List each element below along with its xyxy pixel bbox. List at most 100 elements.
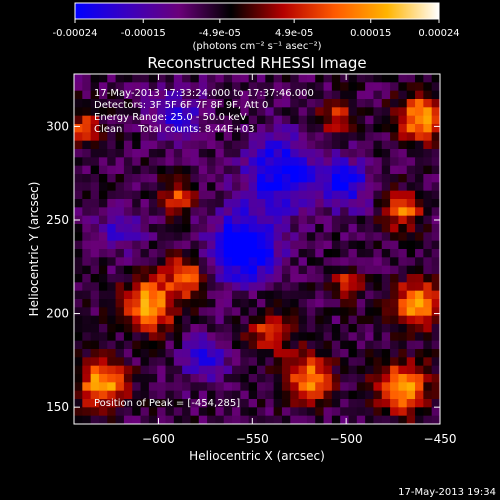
heatmap-cell (115, 115, 125, 125)
heatmap-cell (423, 299, 433, 308)
heatmap-cell (248, 374, 258, 383)
heatmap-cell (331, 240, 341, 250)
heatmap-cell (373, 307, 383, 317)
heatmap-cell (240, 340, 250, 350)
heatmap-cell (348, 82, 358, 92)
heatmap-cell (415, 140, 424, 150)
heatmap-cell (373, 174, 383, 183)
heatmap-cell (406, 124, 416, 133)
heatmap-cell (123, 265, 133, 275)
heatmap-cell (98, 307, 108, 317)
heatmap-cell (415, 399, 424, 408)
heatmap-cell (90, 190, 100, 200)
heatmap-cell (398, 132, 408, 142)
heatmap-cell (215, 165, 225, 175)
heatmap-cell (107, 232, 116, 242)
heatmap-cell (182, 265, 191, 275)
heatmap-cell (165, 249, 175, 258)
heatmap-cell (82, 140, 92, 150)
heatmap-cell (315, 399, 324, 408)
heatmap-cell (373, 282, 383, 292)
heatmap-cell (415, 82, 424, 92)
heatmap-cell (406, 407, 416, 417)
heatmap-cell (265, 299, 275, 308)
heatmap-cell (132, 224, 141, 233)
heatmap-cell (115, 257, 125, 267)
heatmap-cell (207, 390, 216, 400)
heatmap-cell (398, 124, 408, 133)
heatmap-cell (323, 332, 333, 342)
heatmap-cell (107, 374, 116, 383)
heatmap-cell (331, 224, 341, 233)
heatmap-cell (173, 274, 183, 283)
heatmap-cell (406, 82, 416, 92)
heatmap-cell (165, 315, 175, 325)
heatmap-cell (107, 324, 116, 333)
heatmap-cell (173, 374, 183, 383)
heatmap-cell (223, 265, 233, 275)
heatmap-cell (148, 115, 158, 125)
heatmap-cell (82, 282, 92, 292)
heatmap-cell (165, 207, 175, 217)
heatmap-cell (148, 399, 158, 408)
heatmap-cell (423, 199, 433, 208)
heatmap-cell (223, 315, 233, 325)
heatmap-cell (381, 399, 391, 408)
heatmap-cell (223, 149, 233, 158)
heatmap-cell (356, 290, 366, 300)
heatmap-cell (140, 74, 150, 83)
heatmap-cell (323, 357, 333, 367)
heatmap-cell (165, 415, 175, 425)
heatmap-cell (140, 190, 150, 200)
heatmap-cell (423, 257, 433, 267)
heatmap-cell (290, 315, 299, 325)
heatmap-cell (132, 140, 141, 150)
heatmap-cell (373, 115, 383, 125)
heatmap-cell (107, 349, 116, 358)
heatmap-cell (340, 190, 349, 200)
heatmap-cell (406, 174, 416, 183)
heatmap-cell (232, 190, 241, 200)
heatmap-cell (306, 157, 316, 167)
footer-timestamp: 17-May-2013 19:34 (398, 487, 496, 498)
heatmap-cell (290, 257, 299, 267)
heatmap-cell (190, 265, 200, 275)
heatmap-cell (281, 199, 291, 208)
heatmap-cell (415, 249, 424, 258)
heatmap-cell (340, 182, 349, 192)
heatmap-cell (74, 315, 83, 325)
heatmap-cell (207, 224, 216, 233)
heatmap-cell (315, 282, 324, 292)
heatmap-cell (406, 157, 416, 167)
heatmap-cell (257, 332, 266, 342)
heatmap-cell (123, 190, 133, 200)
heatmap-cell (257, 107, 266, 117)
heatmap-cell (223, 82, 233, 92)
heatmap-cell (107, 157, 116, 167)
heatmap-cell (390, 199, 399, 208)
heatmap-cell (248, 99, 258, 108)
heatmap-cell (356, 357, 366, 367)
heatmap-cell (182, 207, 191, 217)
heatmap-cell (273, 190, 283, 200)
heatmap-cell (98, 90, 108, 100)
heatmap-cell (98, 190, 108, 200)
heatmap-cell (323, 307, 333, 317)
heatmap-cell (140, 415, 150, 425)
heatmap-cell (90, 307, 100, 317)
heatmap-cell (165, 332, 175, 342)
heatmap-cell (348, 324, 358, 333)
heatmap-cell (232, 165, 241, 175)
heatmap-cell (348, 382, 358, 392)
heatmap-cell (315, 324, 324, 333)
heatmap-cell (215, 332, 225, 342)
heatmap-cell (398, 215, 408, 225)
heatmap-cell (356, 390, 366, 400)
heatmap-cell (390, 257, 399, 267)
heatmap-cell (107, 240, 116, 250)
heatmap-cell (132, 232, 141, 242)
heatmap-cell (273, 407, 283, 417)
heatmap-cell (157, 390, 166, 400)
x-tick-label: −450 (424, 432, 457, 446)
heatmap-cell (298, 90, 308, 100)
